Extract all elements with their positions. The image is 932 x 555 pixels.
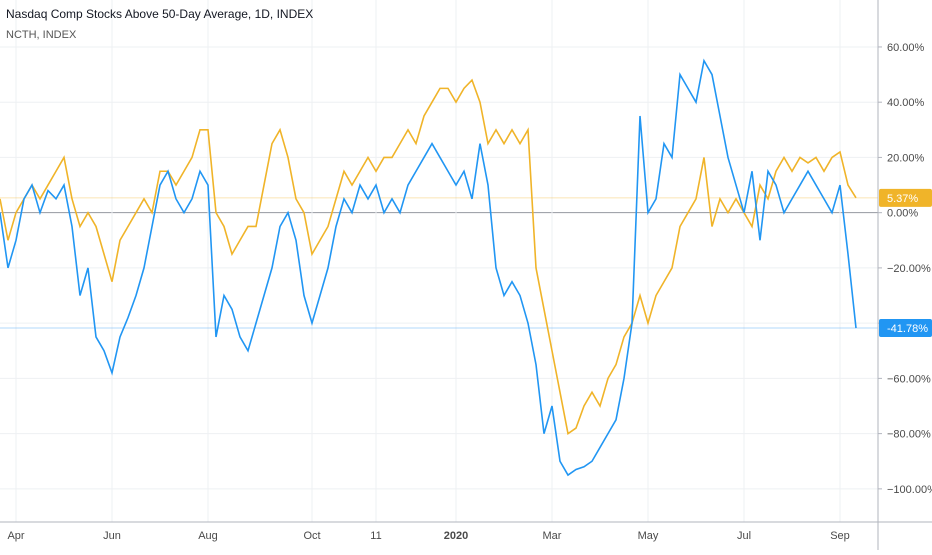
series-line — [0, 58, 857, 477]
y-tick-label: −100.00% — [887, 484, 932, 496]
x-tick-label: Aug — [198, 530, 218, 542]
chart-subtitle: NCTH, INDEX — [6, 29, 77, 41]
chart-title: Nasdaq Comp Stocks Above 50-Day Average,… — [6, 7, 313, 21]
series-line — [0, 78, 857, 435]
x-tick-label: Jul — [737, 530, 751, 542]
x-tick-label: May — [638, 530, 659, 542]
last-value-box — [879, 188, 932, 207]
y-tick-label: 0.00% — [887, 208, 918, 220]
x-tick-label: Apr — [7, 530, 24, 542]
y-tick-label: −60.00% — [887, 373, 931, 385]
last-value-label: -41.78% — [887, 323, 928, 335]
y-tick-label: 40.00% — [887, 97, 925, 109]
last-value-label: 5.37% — [887, 193, 918, 205]
x-tick-label: 2020 — [444, 530, 468, 542]
x-tick-label: Oct — [303, 530, 320, 542]
x-tick-label: 11 — [370, 530, 381, 542]
y-tick-label: −20.00% — [887, 263, 931, 275]
x-tick-label: Sep — [830, 530, 850, 542]
x-tick-label: Jun — [103, 530, 121, 542]
last-value-box — [879, 319, 932, 338]
x-tick-label: Mar — [543, 530, 562, 542]
y-tick-label: 20.00% — [887, 152, 925, 164]
y-tick-label: −80.00% — [887, 429, 931, 441]
y-tick-label: 60.00% — [887, 42, 925, 54]
